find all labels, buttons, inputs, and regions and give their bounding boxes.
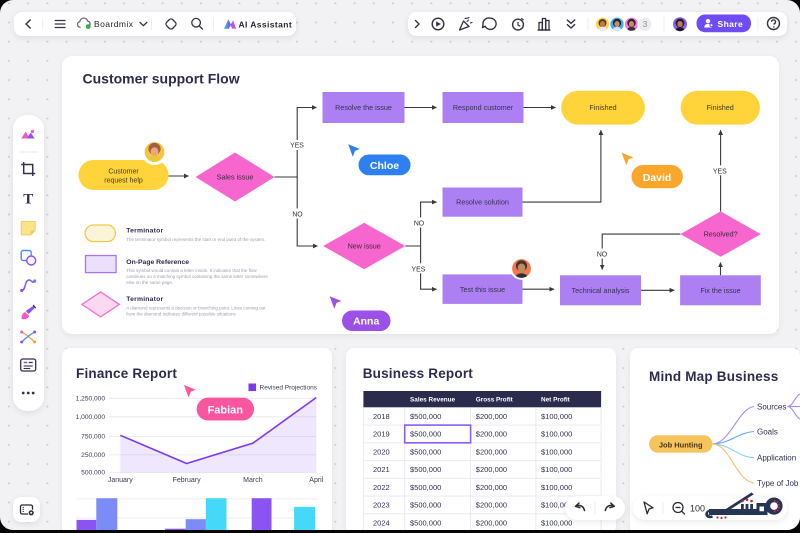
svg-text:2021: 2021 — [373, 465, 390, 474]
svg-text:March: March — [243, 477, 263, 484]
svg-text:$500,000: $500,000 — [410, 465, 441, 474]
svg-text:Finished: Finished — [706, 103, 733, 112]
svg-text:Resolve the issue: Resolve the issue — [335, 103, 392, 112]
svg-text:request help: request help — [104, 178, 143, 185]
svg-text:$100,000: $100,000 — [541, 483, 572, 492]
svg-text:2023: 2023 — [373, 500, 390, 509]
svg-text:Job Hunting: Job Hunting — [659, 440, 703, 449]
svg-text:100: 100 — [690, 503, 705, 513]
svg-text:NO: NO — [292, 212, 303, 219]
svg-text:AI Assistant: AI Assistant — [239, 19, 293, 29]
svg-text:David: David — [642, 172, 671, 184]
svg-text:$500,000: $500,000 — [410, 429, 441, 438]
svg-text:2019: 2019 — [373, 429, 390, 438]
svg-text:January: January — [107, 477, 132, 484]
svg-text:NO: NO — [596, 252, 607, 259]
svg-text:$200,000: $200,000 — [476, 429, 507, 438]
svg-text:Resolve solution: Resolve solution — [456, 198, 509, 207]
svg-text:A diamond represents a decisio: A diamond represents a decision or branc… — [126, 306, 266, 311]
svg-text:Chloe: Chloe — [369, 160, 398, 172]
svg-text:Resolved?: Resolved? — [703, 230, 737, 239]
svg-text:Application: Application — [757, 453, 796, 462]
svg-text:$100,000: $100,000 — [541, 465, 572, 474]
svg-text:Mind Map Business: Mind Map Business — [649, 369, 778, 384]
svg-text:Revised Projections: Revised Projections — [259, 384, 317, 391]
svg-text:$500,000: $500,000 — [410, 483, 441, 492]
svg-text:Sales issue: Sales issue — [216, 173, 253, 182]
svg-text:Customer: Customer — [108, 169, 139, 176]
svg-text:$100,000: $100,000 — [541, 518, 572, 527]
svg-text:$500,000: $500,000 — [410, 500, 441, 509]
svg-text:else on the same page.: else on the same page. — [126, 280, 173, 285]
svg-text:Terminator: Terminator — [126, 296, 163, 303]
svg-text:Net Profit: Net Profit — [541, 396, 571, 403]
svg-text:T: T — [23, 192, 33, 208]
svg-text:Customer support Flow: Customer support Flow — [82, 71, 239, 87]
svg-text:2020: 2020 — [373, 447, 390, 456]
svg-text:Terminator: Terminator — [126, 228, 163, 235]
svg-text:Sales Revenue: Sales Revenue — [410, 396, 456, 403]
svg-text:1,250,000: 1,250,000 — [75, 395, 105, 402]
svg-text:3: 3 — [643, 19, 648, 29]
svg-text:$100,000: $100,000 — [541, 429, 572, 438]
svg-text:$500,000: $500,000 — [410, 518, 441, 527]
svg-text:1,000,000: 1,000,000 — [75, 414, 105, 421]
svg-text:Finance Report: Finance Report — [76, 366, 177, 381]
svg-text:$500,000: $500,000 — [410, 412, 441, 421]
svg-text:continues on a matching symbol: continues on a matching symbol containin… — [126, 274, 268, 279]
svg-text:On-Page Reference: On-Page Reference — [126, 259, 189, 266]
svg-text:750,000: 750,000 — [81, 433, 105, 440]
svg-text:$200,000: $200,000 — [476, 412, 507, 421]
svg-text:Respond customer: Respond customer — [452, 103, 513, 112]
svg-text:New issue: New issue — [347, 242, 380, 251]
svg-text:Test this issue: Test this issue — [459, 285, 504, 294]
svg-text:February: February — [172, 477, 201, 484]
svg-text:$200,000: $200,000 — [476, 465, 507, 474]
svg-text:250,000: 250,000 — [81, 452, 105, 459]
svg-text:Boardmix: Boardmix — [94, 19, 134, 29]
svg-text:2022: 2022 — [373, 483, 390, 492]
svg-text:YES: YES — [712, 168, 726, 175]
svg-text:Technical analysis: Technical analysis — [571, 286, 629, 295]
svg-text:YES: YES — [290, 143, 304, 150]
svg-text:500,000: 500,000 — [81, 469, 105, 476]
svg-text:$100,000: $100,000 — [541, 412, 572, 421]
svg-text:Fabian: Fabian — [207, 404, 243, 416]
svg-text:Type of Job: Type of Job — [757, 478, 799, 487]
svg-text:from the diamond indicates dif: from the diamond indicates different pos… — [126, 312, 236, 317]
svg-text:Sources: Sources — [757, 402, 786, 411]
svg-text:The terminator symbol represen: The terminator symbol represents the sta… — [126, 237, 265, 242]
svg-text:Goals: Goals — [757, 427, 778, 436]
svg-text:Share: Share — [718, 19, 744, 29]
svg-text:2024: 2024 — [373, 518, 390, 527]
svg-text:NO: NO — [413, 221, 424, 228]
svg-text:$500,000: $500,000 — [410, 447, 441, 456]
svg-text:Business Report: Business Report — [362, 366, 473, 381]
svg-text:$100,000: $100,000 — [541, 500, 572, 509]
svg-text:Anna: Anna — [353, 316, 379, 328]
svg-text:$200,000: $200,000 — [476, 518, 507, 527]
svg-text:$200,000: $200,000 — [476, 483, 507, 492]
svg-text:Gross Profit: Gross Profit — [476, 396, 514, 403]
svg-text:$100,000: $100,000 — [541, 447, 572, 456]
svg-text:April: April — [309, 477, 323, 484]
svg-text:Fix the issue: Fix the issue — [700, 286, 740, 295]
svg-text:$200,000: $200,000 — [476, 447, 507, 456]
svg-text:Finished: Finished — [589, 103, 616, 112]
svg-text:YES: YES — [411, 266, 425, 273]
svg-text:This symbol would contain a le: This symbol would contain a letter insid… — [126, 268, 257, 273]
svg-text:2018: 2018 — [373, 412, 390, 421]
svg-text:$200,000: $200,000 — [476, 500, 507, 509]
